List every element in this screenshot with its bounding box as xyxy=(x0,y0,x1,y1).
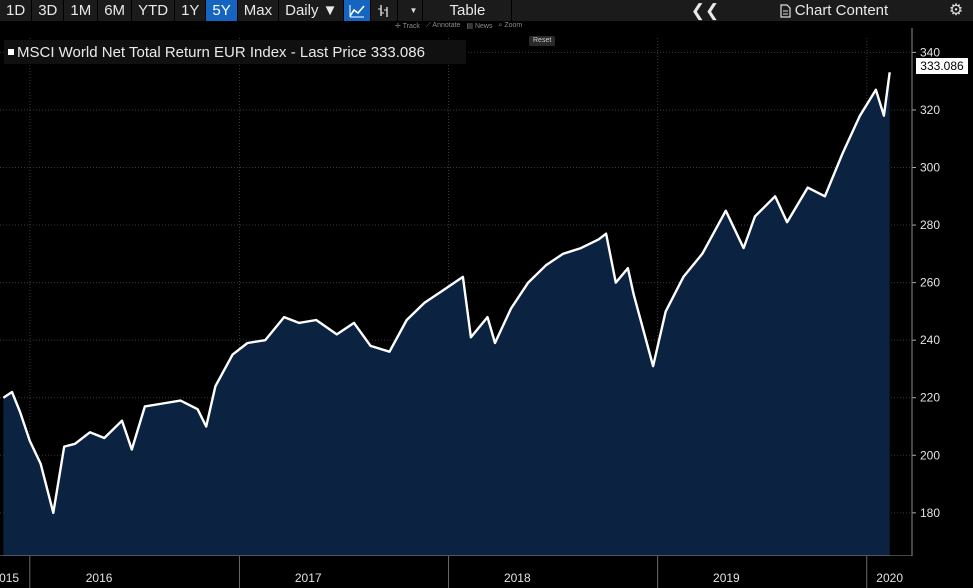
annotate-tool[interactable]: ⟋ Annotate xyxy=(425,22,461,29)
range-button-5y[interactable]: 5Y xyxy=(206,0,238,21)
chart-content-button[interactable]: Chart Content xyxy=(729,0,939,21)
x-tick-label: 2015 xyxy=(0,571,19,585)
y-tick-label: 180 xyxy=(920,506,940,520)
y-tick-label: 240 xyxy=(920,333,940,347)
x-axis: 2015 2016 2017 2018 2019 2020 xyxy=(0,555,973,588)
y-tick-label: 220 xyxy=(920,391,940,405)
track-tool[interactable]: ✛ Track xyxy=(395,23,420,30)
line-chart-icon[interactable] xyxy=(344,0,372,21)
y-tick-label: 340 xyxy=(920,45,940,59)
news-tool[interactable]: ▤ News xyxy=(466,23,493,30)
range-button-ytd[interactable]: YTD xyxy=(132,0,176,21)
collapse-icon[interactable]: ❮❮ xyxy=(690,1,720,20)
series-area-fill xyxy=(3,72,890,557)
zoom-tool[interactable]: ⌕ Zoom xyxy=(498,22,523,29)
y-tick-label: 280 xyxy=(920,218,940,232)
x-axis-band xyxy=(0,556,973,588)
y-tick-label: 300 xyxy=(920,161,940,175)
y-axis: 180 200 220 240 260 280 300 320 340 xyxy=(911,28,940,556)
range-button-1d[interactable]: 1D xyxy=(0,0,33,21)
range-button-6m[interactable]: 6M xyxy=(98,0,133,21)
range-button-max[interactable]: Max xyxy=(238,0,280,21)
y-tick-label: 320 xyxy=(920,103,940,117)
legend-text: MSCI World Net Total Return EUR Index - … xyxy=(17,43,425,61)
chart-legend: MSCI World Net Total Return EUR Index - … xyxy=(4,40,466,64)
chart-tools: ✛ Track ⟋ Annotate ▤ News ⌕ Zoom xyxy=(395,22,522,30)
series-line[interactable] xyxy=(2,72,891,514)
chart-content-label: Chart Content xyxy=(794,2,889,19)
x-tick-label: 2017 xyxy=(295,571,322,585)
last-price-label: 333.086 xyxy=(916,58,968,74)
range-buttons: 1D 3D 1M 6M YTD 1Y 5Y Max xyxy=(0,0,280,21)
frequency-dropdown[interactable]: Daily ▼ xyxy=(279,0,345,21)
x-tick-label: 2016 xyxy=(86,571,113,585)
range-button-1y[interactable]: 1Y xyxy=(175,0,207,21)
bar-chart-icon[interactable] xyxy=(371,0,399,21)
gear-icon[interactable]: ⚙ xyxy=(948,2,964,19)
x-tick-label: 2020 xyxy=(876,571,903,585)
reset-button[interactable]: Reset xyxy=(529,36,556,46)
document-icon xyxy=(780,3,791,18)
y-tick-label: 260 xyxy=(920,276,940,290)
y-tick-label: 200 xyxy=(920,448,940,462)
table-button[interactable]: Table xyxy=(423,0,513,21)
range-button-3d[interactable]: 3D xyxy=(32,0,65,21)
chevron-down-icon: ▼ xyxy=(409,6,418,15)
x-tick-label: 2018 xyxy=(504,571,531,585)
range-button-1m[interactable]: 1M xyxy=(64,0,99,21)
legend-swatch xyxy=(8,49,14,55)
chart-type-dropdown[interactable]: ▼ xyxy=(404,0,424,21)
toolbar: 1D 3D 1M 6M YTD 1Y 5Y Max Daily ▼ ▼ Table ❮❮ Ch… xyxy=(0,0,973,21)
x-tick-label: 2019 xyxy=(713,571,740,585)
